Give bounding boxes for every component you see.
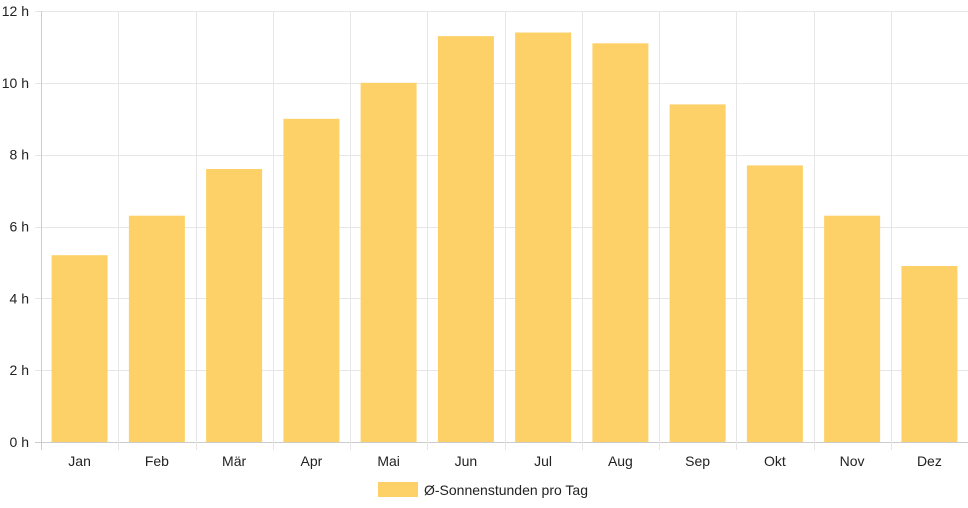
x-tick-label: Jan	[68, 453, 91, 469]
bar	[128, 215, 185, 442]
bars	[51, 32, 958, 443]
bar	[51, 255, 108, 442]
x-tick-label: Aug	[608, 453, 633, 469]
y-tick-label: 0 h	[10, 434, 29, 450]
bar	[669, 104, 726, 443]
bar	[901, 266, 958, 442]
bar	[206, 169, 263, 442]
y-axis-ticks: 0 h 2 h 4 h 6 h 8 h 10 h 12 h	[2, 3, 29, 450]
x-tick-label: Feb	[145, 453, 169, 469]
x-tick-label: Mär	[222, 453, 246, 469]
bar	[592, 43, 649, 443]
bar	[360, 82, 417, 443]
y-tick-label: 2 h	[10, 362, 29, 378]
legend: Ø-Sonnenstunden pro Tag	[378, 482, 588, 498]
legend-swatch	[378, 482, 418, 497]
bar	[824, 215, 881, 442]
x-tick-label: Nov	[840, 453, 865, 469]
x-tick-label: Mai	[377, 453, 400, 469]
bar	[437, 36, 494, 442]
y-tick-label: 4 h	[10, 290, 29, 306]
grid-lines	[35, 11, 968, 450]
x-tick-label: Apr	[301, 453, 323, 469]
x-axis-ticks: Jan Feb Mär Apr Mai Jun Jul Aug Sep Okt Nov Dez	[68, 453, 942, 469]
y-tick-label: 12 h	[2, 3, 29, 19]
bar	[283, 118, 340, 443]
y-tick-label: 8 h	[10, 147, 29, 163]
x-tick-label: Jun	[455, 453, 478, 469]
bar	[746, 165, 803, 442]
y-tick-label: 6 h	[10, 219, 29, 235]
legend-label: Ø-Sonnenstunden pro Tag	[424, 482, 588, 498]
x-tick-label: Sep	[685, 453, 710, 469]
x-tick-label: Jul	[534, 453, 552, 469]
y-tick-label: 10 h	[2, 75, 29, 91]
x-tick-label: Okt	[764, 453, 786, 469]
bar	[515, 32, 572, 442]
x-tick-label: Dez	[917, 453, 942, 469]
